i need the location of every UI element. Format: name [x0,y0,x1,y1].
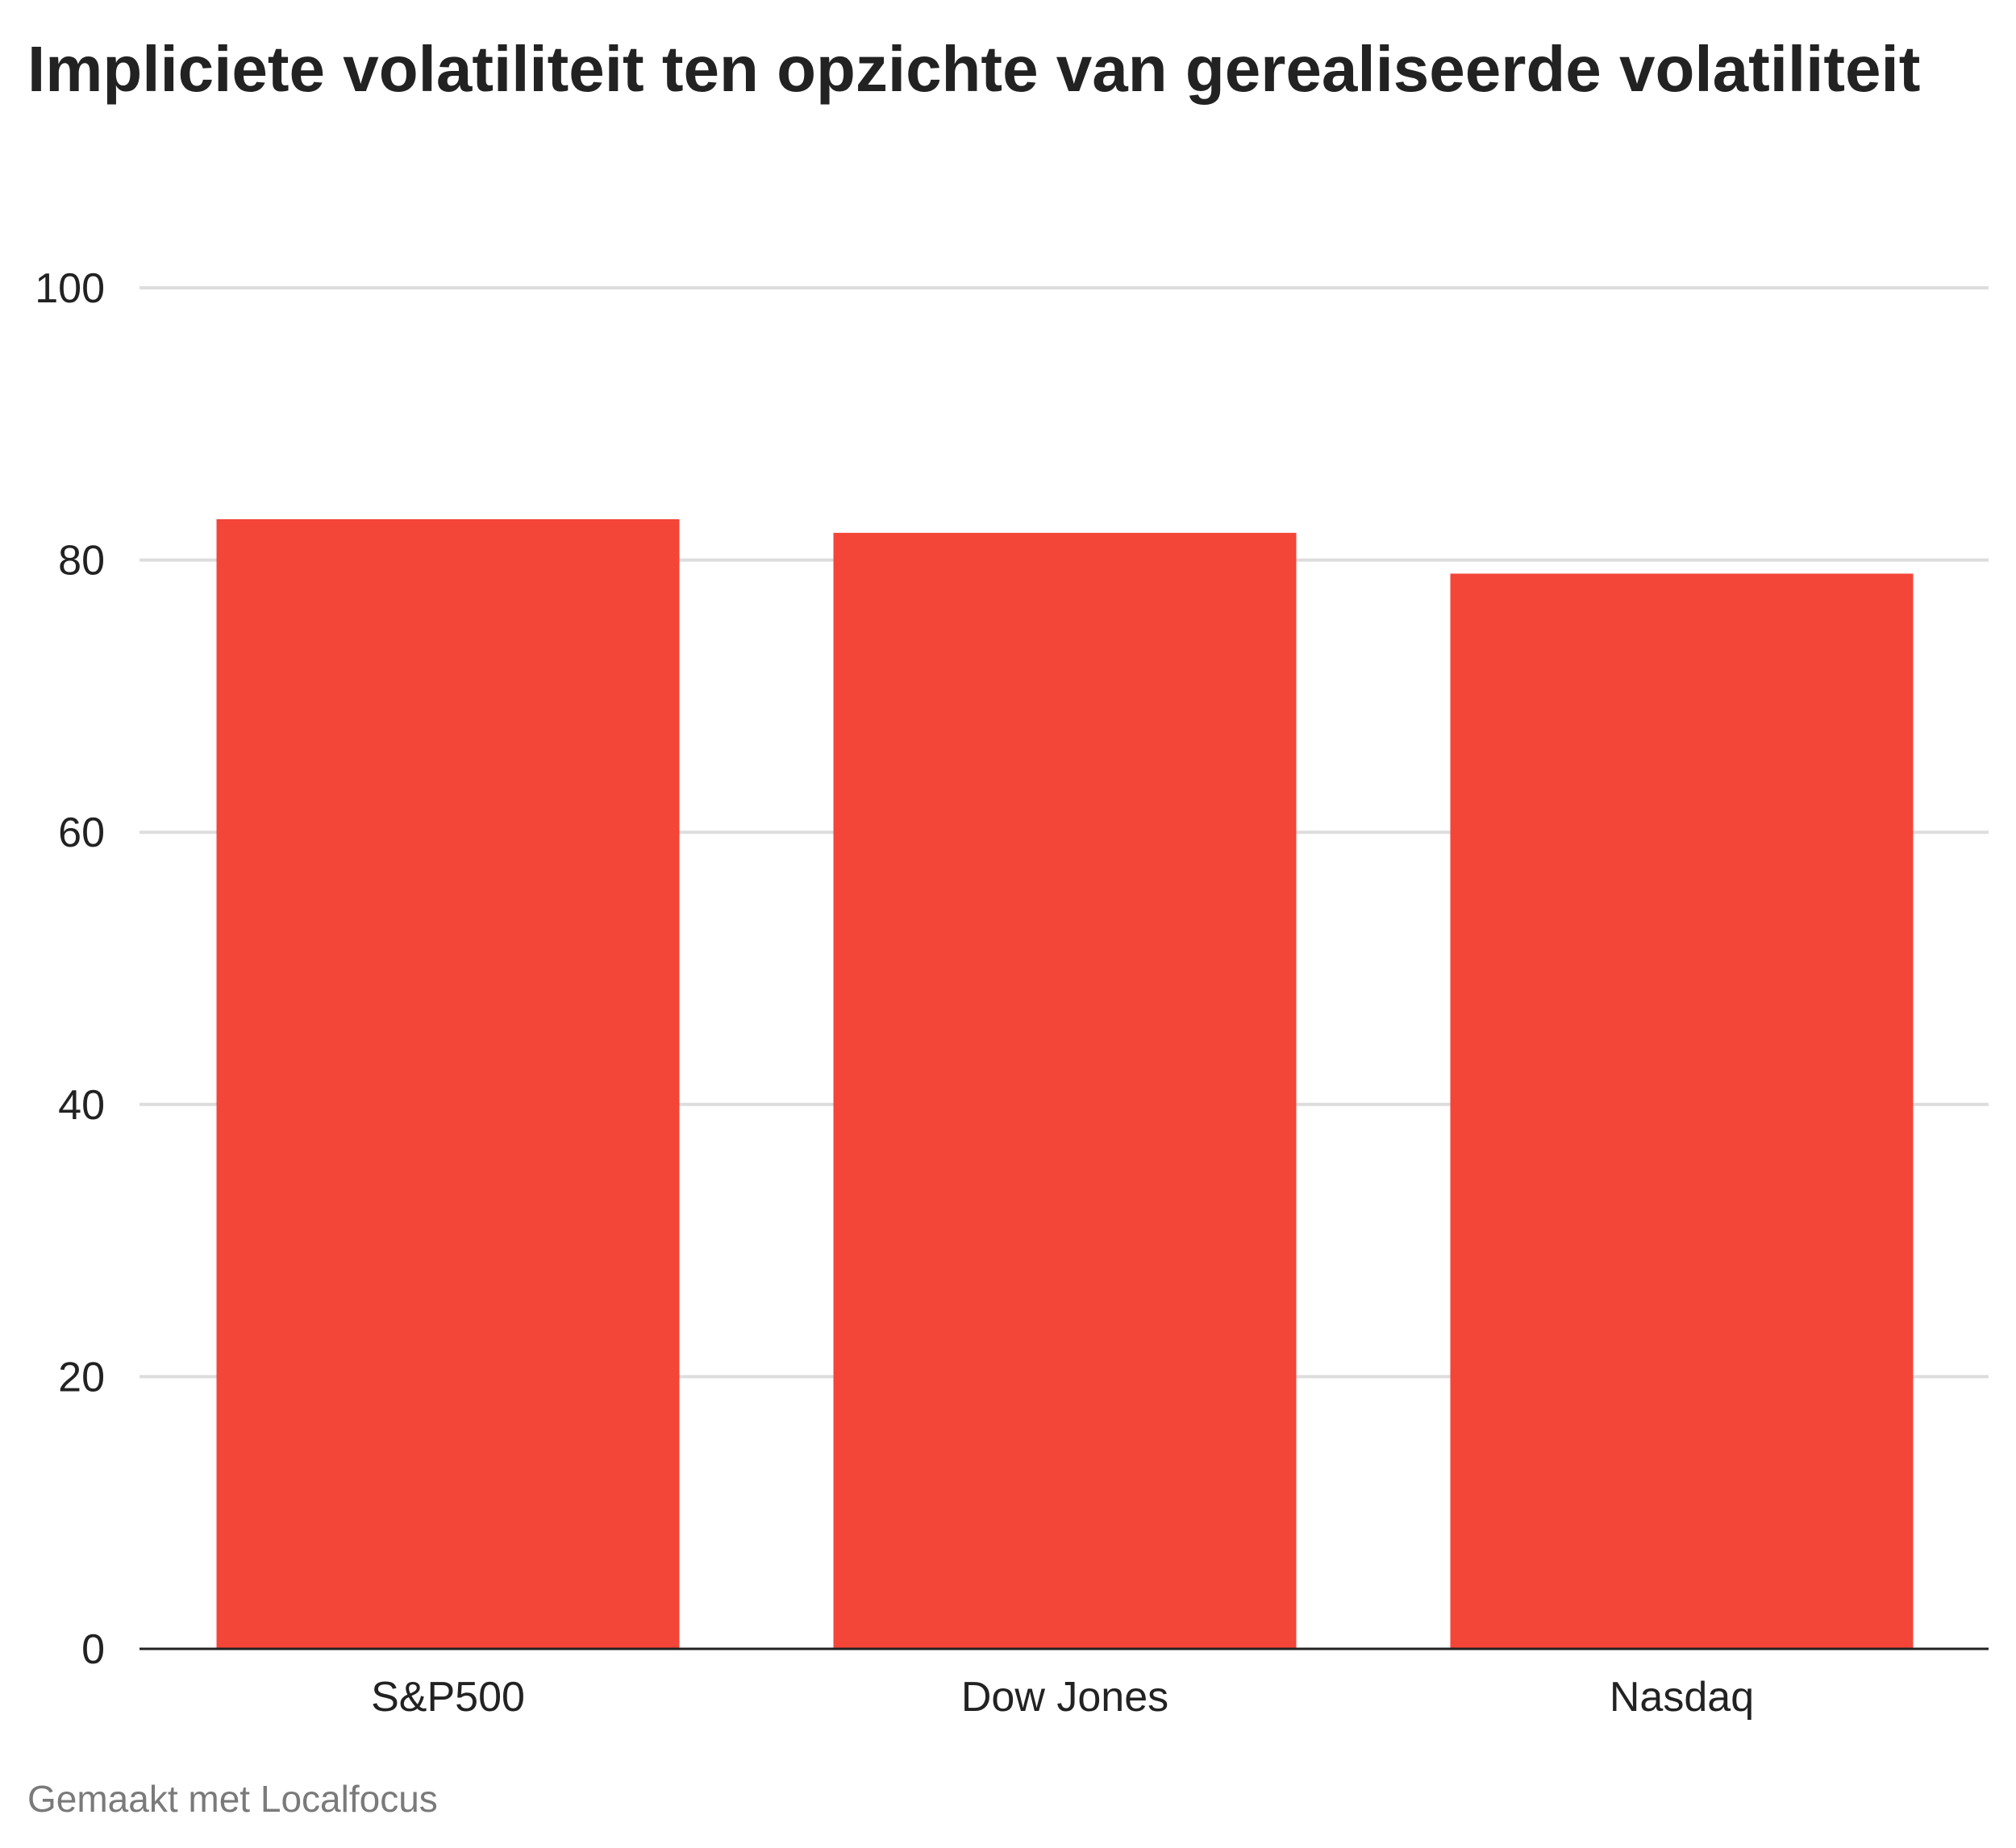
bar [1450,573,1914,1649]
x-tick-label: Nasdaq [1610,1674,1754,1721]
source-note: Gemaakt met Localfocus [27,1778,438,1820]
chart-title: Impliciete volatiliteit ten opzichte van… [27,33,1921,105]
x-axis-tick-labels: S&P500 Dow Jones Nasdaq [371,1674,1754,1721]
x-tick-label: Dow Jones [961,1674,1168,1721]
y-tick-label: 40 [58,1082,105,1129]
y-tick-label: 60 [58,810,105,856]
x-tick-label: S&P500 [371,1674,525,1721]
bar [833,532,1297,1649]
y-tick-label: 20 [58,1354,105,1401]
bar [216,518,680,1650]
y-tick-label: 0 [81,1626,105,1673]
bars [216,518,1914,1650]
y-tick-label: 80 [58,538,105,585]
y-tick-label: 100 [35,265,105,312]
y-axis-tick-labels: 0 20 40 60 80 100 [35,265,105,1673]
